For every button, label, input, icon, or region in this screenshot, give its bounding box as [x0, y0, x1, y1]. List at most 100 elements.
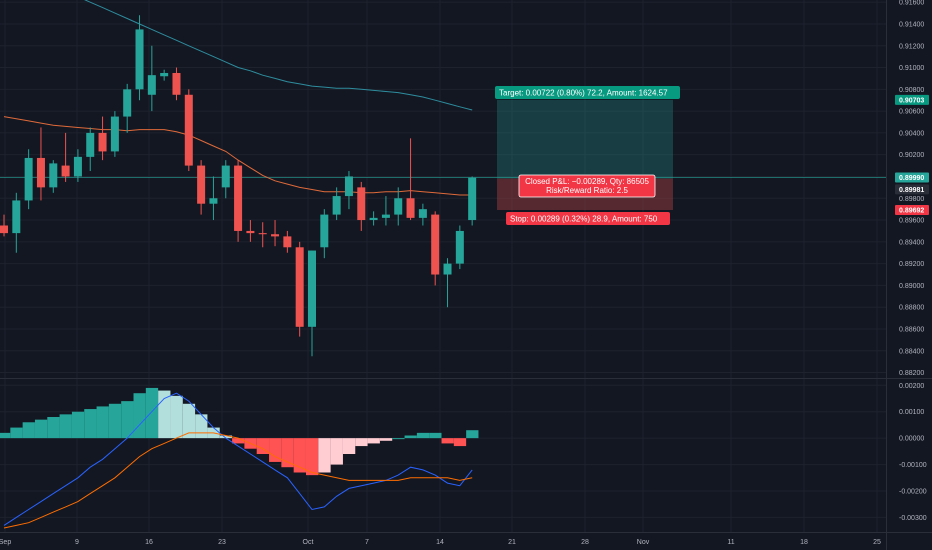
macd-tick-label: 0.00200 — [899, 383, 924, 390]
time-tick-label: Sep — [0, 539, 11, 546]
macd-histogram-bar — [256, 438, 270, 454]
price-tick-label: 0.89800 — [899, 196, 924, 203]
candle-body[interactable] — [320, 214, 329, 248]
macd-histogram-bar — [108, 403, 122, 439]
price-tag[interactable] — [895, 184, 929, 195]
candle-body[interactable] — [369, 217, 378, 221]
candle-body[interactable] — [197, 165, 206, 204]
time-tick-label: 25 — [873, 539, 881, 546]
candle-body[interactable] — [61, 165, 70, 177]
candle-body[interactable] — [418, 209, 427, 218]
price-tick-label: 0.88600 — [899, 326, 924, 333]
time-tick-label: Nov — [637, 539, 650, 546]
macd-histogram-bar — [318, 438, 331, 473]
position-labels: Target: 0.00722 (0.80%) 72.2, Amount: 16… — [495, 86, 680, 225]
macd-tick-label: -0.00200 — [899, 489, 927, 496]
candle-body[interactable] — [344, 176, 353, 197]
macd-histogram-bar — [121, 401, 134, 439]
price-tick-label: 0.90600 — [899, 109, 924, 116]
candle-body[interactable] — [86, 132, 95, 157]
time-tick-label: Oct — [303, 539, 314, 546]
candle-body[interactable] — [431, 214, 440, 275]
macd-histogram-bar — [133, 393, 146, 439]
candle-body[interactable] — [0, 225, 8, 234]
macd-histogram-bar — [392, 438, 405, 440]
price-tick-label: 0.90800 — [899, 87, 924, 94]
profit-zone[interactable] — [497, 99, 673, 179]
pnl-label-bg[interactable] — [518, 174, 656, 198]
candle-body[interactable] — [406, 198, 415, 218]
candle-body[interactable] — [468, 177, 477, 221]
price-tick-label: 0.90400 — [899, 130, 924, 137]
macd-line — [3, 392, 473, 526]
time-tick-label: 23 — [218, 539, 226, 546]
candle-body[interactable] — [147, 75, 156, 95]
candle-body[interactable] — [295, 247, 304, 327]
macd-histogram-bar — [269, 438, 282, 462]
candle-body[interactable] — [12, 200, 21, 234]
price-axis[interactable]: 0.91600 0.91400 0.91200 0.91000 0.90800 0.906… — [895, 0, 929, 377]
price-tick-label: 0.91200 — [899, 43, 924, 50]
macd-tick-label: 0.00100 — [899, 409, 924, 416]
price-tick-label: 0.91000 — [899, 65, 924, 72]
macd-histogram-bar — [158, 390, 171, 439]
candle-body[interactable] — [184, 94, 193, 166]
price-tag[interactable] — [895, 172, 929, 183]
macd-axis[interactable]: 0.00200 0.00100 0.00000 -0.00100 -0.00200 -0.… — [899, 383, 927, 522]
candle-body[interactable] — [258, 233, 267, 235]
macd-histogram-bar — [84, 409, 97, 439]
candle-body[interactable] — [135, 29, 144, 90]
candle-body[interactable] — [283, 236, 292, 248]
candle-body[interactable] — [271, 234, 280, 237]
candle-body[interactable] — [36, 157, 45, 188]
macd-histogram-bar — [367, 438, 380, 444]
candle-body[interactable] — [123, 89, 132, 117]
candle-body[interactable] — [394, 198, 403, 215]
candle-body[interactable] — [455, 230, 464, 264]
candle-body[interactable] — [24, 157, 33, 201]
price-tag[interactable] — [895, 94, 929, 105]
candle-body[interactable] — [160, 72, 169, 77]
candle-body[interactable] — [73, 156, 82, 177]
macd-tick-label: -0.00300 — [899, 515, 927, 522]
macd-histogram-bar — [47, 417, 60, 439]
candle-body[interactable] — [308, 250, 316, 327]
pnl-label-line2: Risk/Reward Ratio: 2.5 — [546, 186, 628, 195]
ma-slow-line — [84, 0, 473, 111]
candlestick-series[interactable] — [0, 15, 477, 357]
macd-histogram-bar — [379, 438, 393, 441]
macd-histogram-bar — [330, 438, 343, 465]
candle-body[interactable] — [110, 116, 119, 152]
macd-histogram-bar — [416, 432, 430, 439]
macd-histogram-bar — [466, 430, 479, 439]
price-tick-label: 0.89600 — [899, 218, 924, 225]
candle-body[interactable] — [443, 263, 452, 275]
macd-histogram-bar — [182, 403, 196, 439]
candle-body[interactable] — [221, 165, 230, 188]
candle-body[interactable] — [98, 132, 107, 152]
macd-pane[interactable] — [0, 387, 479, 529]
moving-averages — [3, 0, 473, 196]
price-tag-text: 0.89981 — [899, 187, 924, 194]
macd-histogram-bar — [441, 438, 454, 444]
time-tick-label: 16 — [145, 539, 153, 546]
price-tag[interactable] — [895, 205, 929, 216]
time-axis[interactable]: Sep 9 16 23 Oct 7 14 21 28 Nov 11 18 25 — [0, 532, 932, 547]
macd-histogram-bar — [34, 419, 48, 439]
candle-body[interactable] — [381, 214, 390, 218]
candle-body[interactable] — [357, 187, 366, 221]
candle-body[interactable] — [332, 196, 341, 215]
stop-label-bg — [506, 212, 670, 225]
candle-body[interactable] — [234, 165, 243, 231]
macd-histogram-bar — [281, 438, 294, 468]
price-tick-label: 0.88800 — [899, 305, 924, 312]
macd-histogram-bar — [306, 438, 319, 476]
time-tick-label: 21 — [508, 539, 516, 546]
candle-body[interactable] — [172, 72, 181, 95]
candle-body[interactable] — [246, 230, 255, 234]
price-tick-label: 0.90200 — [899, 152, 924, 159]
macd-histogram-bar — [404, 435, 417, 439]
candle-body[interactable] — [209, 198, 218, 204]
candle-body[interactable] — [49, 163, 58, 188]
